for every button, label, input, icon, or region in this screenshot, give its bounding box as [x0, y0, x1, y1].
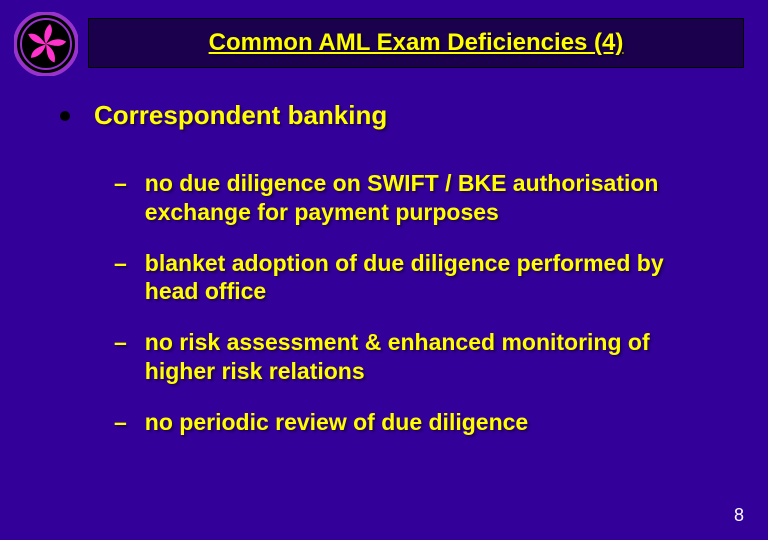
sub-text: no risk assessment & enhanced monitoring… [145, 328, 705, 386]
sub-text: no periodic review of due diligence [145, 408, 528, 437]
sub-bullet-list: – no due diligence on SWIFT / BKE author… [114, 169, 728, 436]
bullet-text: Correspondent banking [94, 100, 387, 131]
bauhinia-logo-icon [14, 12, 78, 76]
sub-text: blanket adoption of due diligence perfor… [145, 249, 705, 307]
sub-item: – no periodic review of due diligence [114, 408, 728, 437]
dash-icon: – [114, 408, 127, 437]
dash-icon: – [114, 169, 127, 198]
dash-icon: – [114, 249, 127, 278]
bullet-dot-icon [60, 111, 70, 121]
dash-icon: – [114, 328, 127, 357]
sub-item: – no due diligence on SWIFT / BKE author… [114, 169, 728, 227]
slide-title: Common AML Exam Deficiencies (4) [209, 29, 624, 57]
logo-badge [14, 12, 78, 76]
slide-content: Correspondent banking – no due diligence… [60, 100, 728, 458]
sub-item: – no risk assessment & enhanced monitori… [114, 328, 728, 386]
sub-item: – blanket adoption of due diligence perf… [114, 249, 728, 307]
sub-text: no due diligence on SWIFT / BKE authoris… [145, 169, 705, 227]
title-bar: Common AML Exam Deficiencies (4) [88, 18, 744, 68]
page-number: 8 [734, 505, 744, 526]
bullet-item: Correspondent banking [60, 100, 728, 131]
